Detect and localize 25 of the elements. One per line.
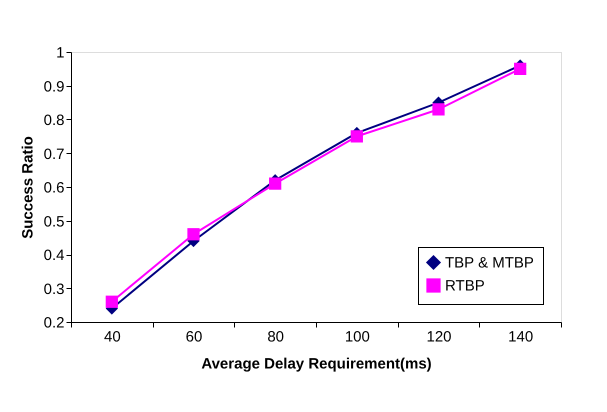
y-tick-label: 0.5: [44, 213, 64, 230]
y-tick-label: 0.2: [44, 314, 64, 332]
x-tick-label: 60: [186, 328, 202, 346]
legend-label: RTBP: [445, 278, 485, 294]
x-axis-title: Average Delay Requirement(ms): [201, 356, 432, 372]
x-tick-label: 80: [267, 328, 284, 346]
y-axis-title: Success Ratio: [20, 136, 37, 239]
point: [269, 178, 282, 190]
y-tick-label: 0.4: [44, 247, 64, 264]
y-tick-label: 0.3: [44, 280, 64, 298]
point: [106, 296, 118, 308]
x-tick-label: 120: [426, 328, 452, 346]
y-tick-label: 0.6: [44, 180, 64, 196]
point: [514, 62, 526, 75]
point: [187, 228, 200, 240]
x-tick-label: 100: [344, 328, 370, 346]
legend-label: TBP & MTBP: [445, 254, 534, 272]
y-tick-label: 1: [56, 44, 64, 62]
y-tick-label: 0.9: [44, 78, 64, 96]
y-tick-label: 0.8: [44, 112, 64, 129]
point: [350, 130, 363, 142]
y-tick-label: 0.7: [44, 146, 64, 163]
x-tick-label: 140: [508, 328, 534, 346]
x-tick-label: 40: [104, 328, 121, 346]
point: [432, 103, 445, 116]
